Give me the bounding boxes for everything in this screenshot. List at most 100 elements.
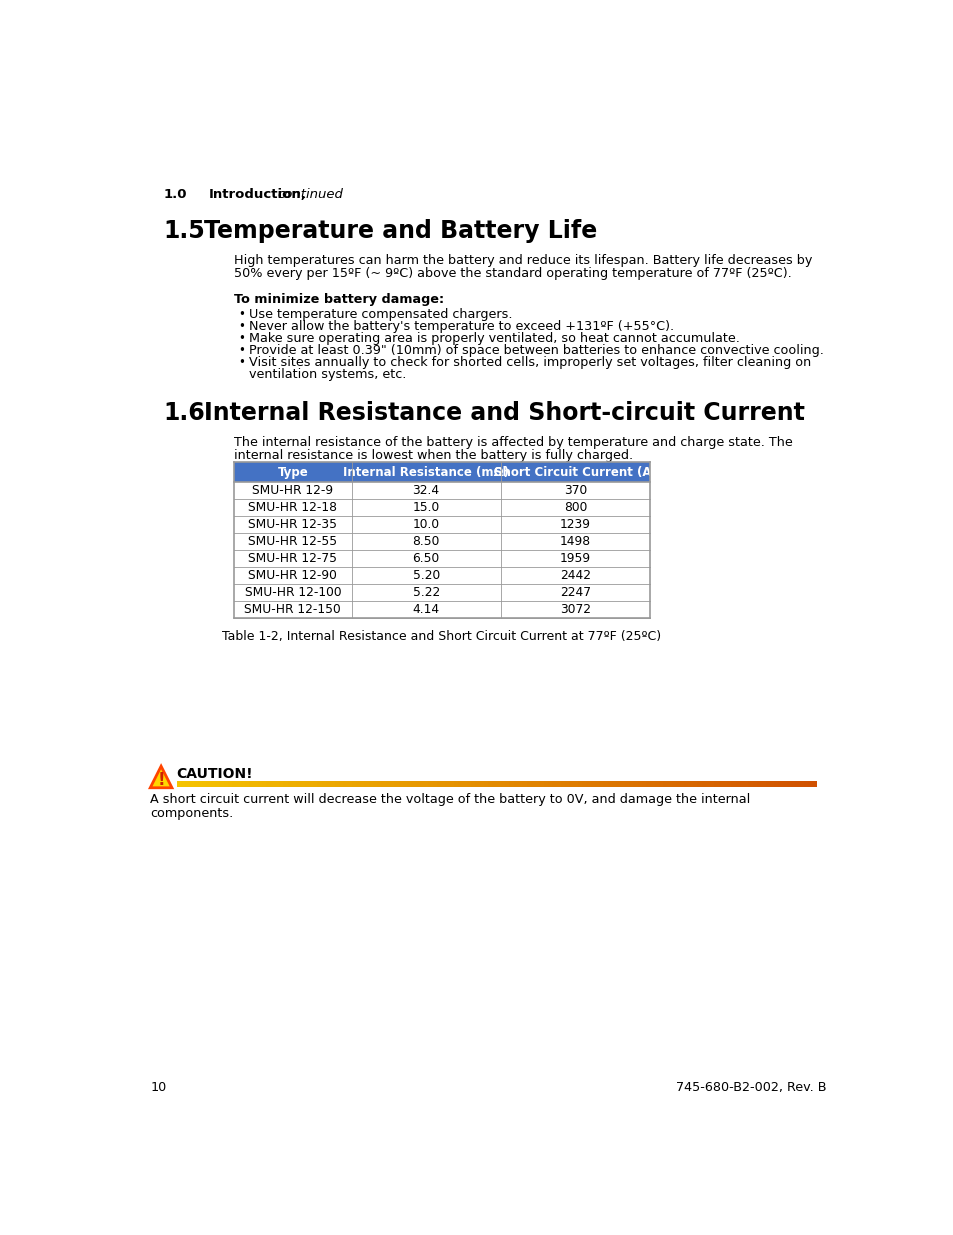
- Bar: [786, 782, 791, 787]
- Text: •: •: [237, 356, 244, 369]
- Bar: [249, 782, 253, 787]
- Bar: [637, 782, 641, 787]
- Bar: [457, 782, 462, 787]
- Bar: [564, 782, 569, 787]
- Text: •: •: [237, 332, 244, 346]
- Bar: [547, 782, 552, 787]
- Bar: [671, 782, 676, 787]
- Bar: [650, 782, 655, 787]
- Bar: [466, 782, 471, 787]
- Bar: [309, 782, 314, 787]
- Bar: [624, 782, 629, 787]
- Bar: [560, 782, 565, 787]
- Bar: [262, 782, 266, 787]
- Bar: [790, 782, 795, 787]
- Bar: [641, 782, 646, 787]
- Bar: [573, 782, 578, 787]
- Bar: [449, 782, 454, 787]
- Text: internal resistance is lowest when the battery is fully charged.: internal resistance is lowest when the b…: [233, 448, 633, 462]
- Bar: [373, 782, 377, 787]
- Bar: [748, 782, 752, 787]
- Bar: [752, 782, 757, 787]
- Bar: [581, 782, 586, 787]
- Bar: [257, 782, 262, 787]
- Bar: [781, 782, 786, 787]
- Bar: [233, 499, 649, 516]
- Bar: [219, 782, 224, 787]
- Bar: [440, 782, 445, 787]
- Bar: [590, 782, 595, 787]
- Bar: [214, 782, 219, 787]
- Bar: [803, 782, 808, 787]
- Text: 6.50: 6.50: [412, 552, 439, 566]
- Bar: [313, 782, 317, 787]
- Text: 1239: 1239: [559, 519, 590, 531]
- Bar: [556, 782, 560, 787]
- Bar: [233, 483, 649, 499]
- Bar: [586, 782, 590, 787]
- Bar: [185, 782, 190, 787]
- Bar: [659, 782, 662, 787]
- Bar: [233, 550, 649, 567]
- Bar: [552, 782, 557, 787]
- Text: The internal resistance of the battery is affected by temperature and charge sta: The internal resistance of the battery i…: [233, 436, 792, 450]
- Bar: [578, 782, 581, 787]
- Bar: [726, 782, 731, 787]
- Bar: [304, 782, 309, 787]
- Bar: [352, 782, 355, 787]
- Bar: [283, 782, 288, 787]
- Polygon shape: [150, 766, 172, 788]
- Text: Table 1-2, Internal Resistance and Short Circuit Current at 77ºF (25ºC): Table 1-2, Internal Resistance and Short…: [222, 630, 661, 643]
- Bar: [799, 782, 803, 787]
- Bar: [488, 782, 493, 787]
- Bar: [543, 782, 548, 787]
- Bar: [714, 782, 719, 787]
- Bar: [317, 782, 322, 787]
- Bar: [419, 782, 424, 787]
- Bar: [359, 782, 364, 787]
- Bar: [330, 782, 335, 787]
- Text: 5.20: 5.20: [412, 569, 439, 582]
- Bar: [343, 782, 347, 787]
- Bar: [295, 782, 300, 787]
- Bar: [795, 782, 800, 787]
- Text: 745-680-B2-002, Rev. B: 745-680-B2-002, Rev. B: [675, 1082, 825, 1094]
- Bar: [611, 782, 616, 787]
- Text: Make sure operating area is properly ventilated, so heat cannot accumulate.: Make sure operating area is properly ven…: [249, 332, 739, 346]
- Bar: [454, 782, 458, 787]
- Bar: [628, 782, 633, 787]
- Bar: [535, 782, 539, 787]
- Text: Type: Type: [277, 466, 308, 479]
- Bar: [368, 782, 373, 787]
- Bar: [731, 782, 736, 787]
- Text: 2442: 2442: [559, 569, 590, 582]
- Bar: [233, 567, 649, 584]
- Bar: [326, 782, 331, 787]
- Bar: [355, 782, 360, 787]
- Text: 5.22: 5.22: [412, 585, 439, 599]
- Text: 1.6: 1.6: [163, 401, 205, 425]
- Text: SMU-HR 12-18: SMU-HR 12-18: [248, 501, 337, 514]
- Bar: [569, 782, 574, 787]
- Text: SMU-HR 12-9: SMU-HR 12-9: [252, 484, 333, 498]
- Bar: [428, 782, 433, 787]
- Bar: [253, 782, 258, 787]
- Bar: [211, 782, 215, 787]
- Text: SMU-HR 12-100: SMU-HR 12-100: [244, 585, 341, 599]
- Bar: [633, 782, 638, 787]
- Bar: [538, 782, 543, 787]
- Text: 10: 10: [150, 1082, 167, 1094]
- Text: 1498: 1498: [559, 535, 590, 548]
- Bar: [497, 782, 501, 787]
- Text: 3072: 3072: [559, 603, 590, 616]
- Bar: [287, 782, 292, 787]
- Bar: [471, 782, 476, 787]
- Bar: [228, 782, 233, 787]
- Bar: [812, 782, 817, 787]
- Bar: [718, 782, 722, 787]
- Text: Temperature and Battery Life: Temperature and Battery Life: [204, 219, 598, 243]
- Bar: [381, 782, 386, 787]
- Text: SMU-HR 12-35: SMU-HR 12-35: [248, 519, 337, 531]
- Text: ventilation systems, etc.: ventilation systems, etc.: [249, 368, 406, 382]
- Bar: [376, 782, 381, 787]
